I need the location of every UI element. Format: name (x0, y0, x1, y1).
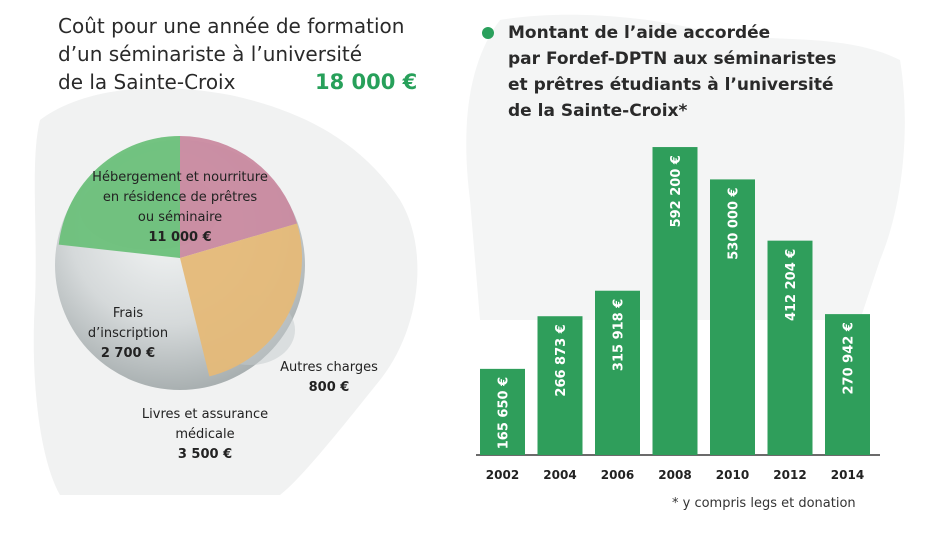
pie-label-livres: Livres et assurance médicale 3 500 € (125, 405, 285, 465)
pie-slice-frais (58, 136, 180, 258)
pie-label-hebergement: Hébergement et nourriture en résidence d… (85, 168, 275, 248)
pie-label-livres-line: médicale (175, 427, 235, 442)
bar-2008 (652, 147, 698, 455)
bar-2002 (480, 368, 525, 455)
bar-2004 (537, 316, 583, 455)
pie-label-hebergement-value: 11 000 € (148, 230, 212, 245)
pie-label-frais-line: d’inscription (87, 326, 169, 341)
pie-title-line-3: de la Sainte-Croix (58, 70, 236, 94)
pie-label-frais: Frais d’inscription 2 700 € (78, 304, 178, 364)
pie-label-hebergement-line: ou séminaire (137, 210, 223, 225)
footnote: * y compris legs et donation (672, 496, 856, 511)
bar-category-label: 2002 (486, 468, 519, 482)
bar-2014 (825, 314, 870, 455)
title-bullet-icon (482, 27, 494, 39)
pie-label-frais-line: Frais (112, 306, 144, 321)
pie-slice-autres (180, 136, 298, 258)
bar-value-label: 266 873 € (554, 324, 569, 396)
bar-value-label: 412 204 € (784, 249, 799, 321)
bar-category-label: 2006 (601, 468, 634, 482)
bar-value-label: 315 918 € (612, 299, 627, 371)
pie-title-line-2: d’un séminariste à l’université (58, 42, 363, 66)
pie-label-frais-value: 2 700 € (100, 346, 156, 361)
pie-label-autres-line: Autres charges (280, 360, 378, 375)
bar-category-label: 2008 (658, 468, 691, 482)
bar-value-label: 165 650 € (497, 377, 512, 449)
pie-label-hebergement-line: Hébergement et nourriture (92, 170, 268, 185)
bar-category-label: 2012 (773, 468, 806, 482)
pie-title: Coût pour une année de formation d’un sé… (58, 12, 438, 96)
bar-value-label: 270 942 € (842, 322, 857, 394)
bar-2012 (767, 240, 813, 455)
pie-label-autres: Autres charges 800 € (270, 358, 388, 398)
bar-category-label: 2010 (716, 468, 749, 482)
bar-value-label: 530 000 € (727, 187, 742, 259)
pie-title-line-1: Coût pour une année de formation (58, 14, 405, 38)
bar-chart-title: Montant de l’aide accordée par Fordef-DP… (508, 20, 868, 124)
bar-value-label: 592 200 € (669, 155, 684, 227)
pie-label-autres-value: 800 € (308, 380, 350, 395)
bar-title-line-3: et prêtres étudiants à l’université (508, 75, 834, 95)
bar-title-line-1: Montant de l’aide accordée (508, 23, 771, 43)
bar-category-label: 2004 (543, 468, 576, 482)
pie-label-hebergement-line: en résidence de prêtres (102, 190, 258, 205)
bar-title-line-4: de la Sainte-Croix* (508, 101, 688, 121)
bar-2010 (710, 179, 755, 455)
bar-category-label: 2014 (831, 468, 864, 482)
pie-label-livres-value: 3 500 € (177, 447, 233, 462)
total-cost: 18 000 € (315, 70, 418, 94)
bar-title-line-2: par Fordef-DPTN aux séminaristes (508, 49, 837, 69)
pie-slice-livres (180, 223, 302, 377)
bar-2006 (595, 290, 640, 455)
pie-label-livres-line: Livres et assurance (141, 407, 269, 422)
